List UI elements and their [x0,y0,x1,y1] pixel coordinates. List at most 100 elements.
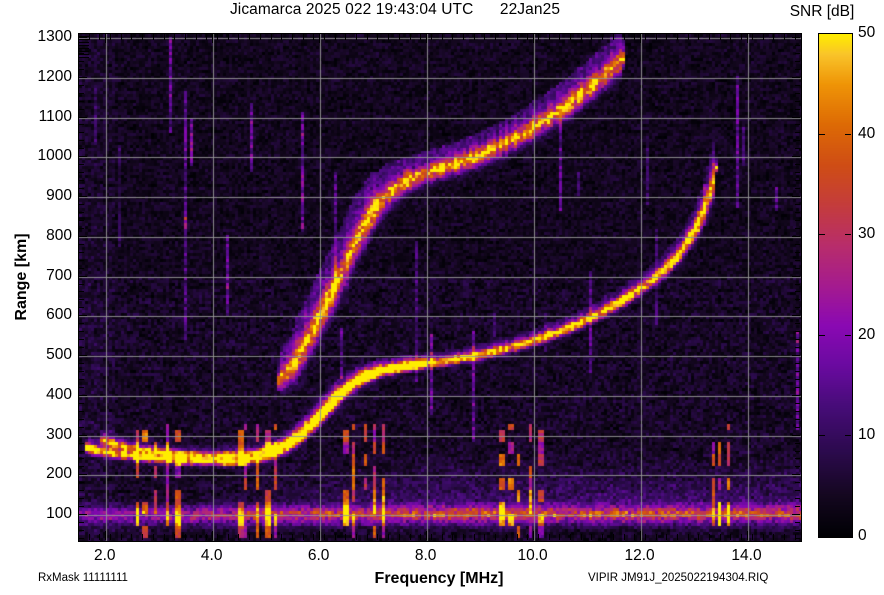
tick-mark [89,34,90,40]
tick-mark [795,220,800,221]
tick-mark [345,534,346,540]
tick-mark [303,534,304,540]
tick-mark [79,109,84,110]
tick-mark [581,534,582,540]
y-axis-tick-label: 500 [46,346,72,364]
tick-mark [78,534,79,540]
tick-mark [792,236,800,237]
tick-mark [795,458,800,459]
tick-mark [559,34,560,40]
tick-mark [303,34,304,40]
x-axis-title: Frequency [MHz] [374,570,504,587]
y-axis-tick-label: 200 [46,465,72,483]
tick-mark [795,132,800,133]
tick-mark [795,347,800,348]
tick-mark [324,34,325,40]
tick-mark [79,323,84,324]
tick-mark [79,220,84,221]
tick-mark [792,514,800,515]
tick-mark [591,534,592,540]
tick-mark [313,534,314,540]
tick-mark [795,323,800,324]
y-axis-tick-label: 1000 [37,147,72,165]
tick-mark [79,260,84,261]
ionogram-plot-area[interactable] [78,33,802,542]
tick-mark [79,180,84,181]
y-axis-tick-label: 300 [46,425,72,443]
colorbar[interactable] [818,33,853,538]
tick-mark [795,45,800,46]
tick-mark [549,34,550,40]
tick-mark [795,244,800,245]
tick-mark [79,315,87,316]
tick-mark [634,534,635,540]
tick-mark [324,534,325,540]
colorbar-tick-label: 10 [858,426,876,444]
rxmask-label: RxMask 11111111 [38,572,128,584]
tick-mark [174,34,175,40]
tick-mark [79,506,84,507]
x-axis-tick-label: 12.0 [624,547,655,564]
tick-mark [517,34,518,40]
tick-mark [795,299,800,300]
tick-mark [795,490,800,491]
tick-mark [79,188,84,189]
x-axis-tick-label: 6.0 [307,547,330,564]
tick-mark [121,534,122,540]
tick-mark [260,534,261,540]
tick-mark [795,307,800,308]
tick-mark [388,34,389,40]
x-axis-tick-label: 8.0 [414,547,437,564]
tick-mark [795,291,800,292]
tick-mark [634,34,635,40]
colorbar-tick-mark [845,435,851,436]
tick-mark [795,387,800,388]
tick-mark [795,124,800,125]
tick-mark [377,34,378,40]
y-axis-tick-labels: 1300 1200 1100 1000 900 800 700 600 500 400 300 200… [0,0,72,595]
tick-mark [795,466,800,467]
tick-mark [795,188,800,189]
tick-mark [795,93,800,94]
tick-mark [538,34,539,40]
tick-mark [773,34,774,40]
tick-mark [795,61,800,62]
tick-mark [527,34,528,40]
tick-mark [795,371,800,372]
tick-mark [426,531,427,540]
colorbar-tick-label: 20 [858,325,876,343]
tick-mark [763,34,764,40]
y-axis-tick-label: 1300 [37,27,72,45]
tick-mark [79,403,84,404]
tick-mark [79,331,84,332]
tick-mark [795,411,800,412]
tick-mark [319,531,320,540]
colorbar-tick-mark [819,335,825,336]
colorbar-tick-label: 40 [858,124,876,142]
y-axis-tick-label: 100 [46,505,72,523]
tick-mark [688,534,689,540]
tick-mark [538,534,539,540]
tick-mark [292,34,293,40]
tick-mark [533,531,534,540]
tick-mark [79,69,84,70]
tick-mark [795,379,800,380]
tick-mark [645,34,646,40]
tick-mark [79,57,89,58]
tick-mark [795,164,800,165]
tick-mark [442,534,443,540]
tick-mark [506,34,507,40]
tick-mark [795,180,800,181]
tick-mark [741,34,742,40]
tick-mark [792,474,800,475]
tick-mark [79,61,84,62]
tick-mark [484,534,485,540]
tick-mark [426,34,427,43]
tick-mark [795,538,800,539]
tick-mark [79,411,84,412]
x-axis-tick-label: 2.0 [93,547,116,564]
tick-mark [795,482,800,483]
tick-mark [110,34,111,40]
tick-mark [747,34,748,43]
